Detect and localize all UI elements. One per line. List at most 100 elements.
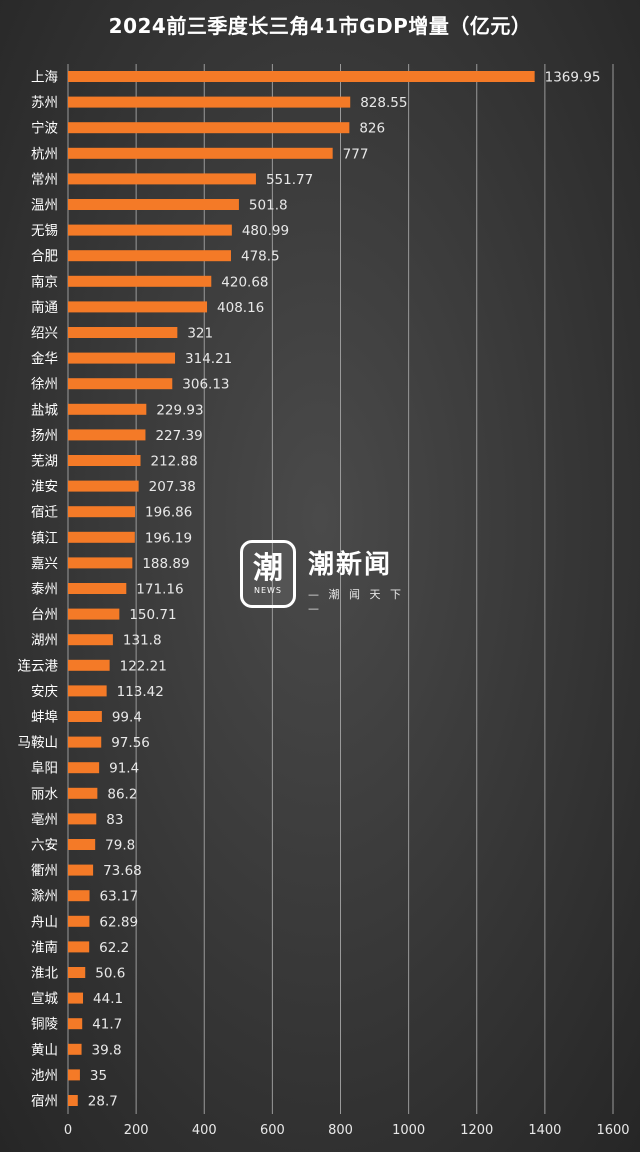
x-tick-label: 1000 <box>392 1123 425 1138</box>
bar <box>68 1095 78 1106</box>
value-label: 73.68 <box>103 863 142 879</box>
value-label: 196.19 <box>145 530 192 546</box>
bar <box>68 659 110 671</box>
bar <box>68 224 232 236</box>
category-label: 金华 <box>31 351 58 367</box>
value-label: 41.7 <box>92 1017 122 1033</box>
bar <box>68 839 96 850</box>
value-label: 99.4 <box>112 710 142 726</box>
brand-slogan: — 潮 闻 天 下 — <box>308 588 404 615</box>
value-label: 828.55 <box>360 95 407 111</box>
category-label: 淮南 <box>31 940 58 956</box>
value-label: 196.86 <box>145 505 192 521</box>
value-label: 321 <box>187 326 213 342</box>
bars <box>68 71 535 1106</box>
grid-lines <box>67 64 614 1114</box>
bar <box>68 967 86 978</box>
value-label: 86.2 <box>107 786 137 802</box>
category-label: 淮北 <box>31 966 58 982</box>
bar <box>68 403 147 415</box>
category-label: 淮安 <box>31 479 58 495</box>
value-label: 122.21 <box>120 658 167 674</box>
x-tick-label: 1600 <box>596 1123 629 1138</box>
value-label: 44.1 <box>93 991 123 1007</box>
bar <box>68 531 135 543</box>
bar <box>68 941 90 953</box>
x-tick-label: 800 <box>328 1123 353 1138</box>
value-label: 551.77 <box>266 172 313 188</box>
category-label: 扬州 <box>31 428 58 444</box>
logo-glyph: 潮 <box>253 551 283 586</box>
value-label: 131.8 <box>123 633 162 649</box>
bar <box>68 762 100 774</box>
bar <box>68 455 141 466</box>
category-label: 徐州 <box>31 377 58 393</box>
category-label: 池州 <box>31 1068 58 1084</box>
category-label: 台州 <box>31 607 58 623</box>
bar <box>68 1069 80 1081</box>
category-label: 合肥 <box>31 249 58 265</box>
category-label: 盐城 <box>31 402 58 418</box>
category-label: 舟山 <box>31 914 58 930</box>
category-label: 黄山 <box>31 1042 58 1058</box>
bar <box>68 173 256 185</box>
category-label: 无锡 <box>31 223 58 239</box>
chart-title: 2024前三季度长三角41市GDP增量（亿元） <box>108 14 532 38</box>
value-label: 227.39 <box>155 428 202 444</box>
value-label: 63.17 <box>100 889 139 905</box>
category-label: 上海 <box>31 70 58 86</box>
bar <box>68 1043 82 1055</box>
value-label: 188.89 <box>142 556 189 572</box>
chaoxinwen-logo-icon: 潮 NEWS <box>240 540 296 608</box>
value-label: 97.56 <box>111 735 150 751</box>
category-label: 蚌埠 <box>31 710 58 726</box>
category-label: 衢州 <box>31 862 58 879</box>
category-label: 阜阳 <box>31 760 58 777</box>
x-tick-label: 400 <box>192 1123 217 1138</box>
value-label: 79.8 <box>105 838 135 854</box>
bar <box>68 327 178 338</box>
category-label: 宿迁 <box>31 504 58 521</box>
value-label: 113.42 <box>117 684 164 700</box>
bar <box>68 864 94 876</box>
bar <box>68 992 84 1004</box>
category-label: 常州 <box>31 172 58 188</box>
bar <box>68 1018 83 1030</box>
category-label: 亳州 <box>31 811 58 828</box>
bar <box>68 429 146 441</box>
value-label: 62.89 <box>99 914 138 930</box>
category-label: 南京 <box>31 274 58 290</box>
category-labels: 上海苏州宁波杭州常州温州无锡合肥南京南通绍兴金华徐州盐城扬州芜湖淮安宿迁镇江嘉兴… <box>18 70 59 1110</box>
bar <box>68 583 127 594</box>
bar <box>68 634 113 646</box>
category-label: 宁波 <box>31 120 58 137</box>
value-label: 777 <box>343 146 369 162</box>
value-label: 150.71 <box>129 607 176 623</box>
category-label: 安庆 <box>31 684 58 700</box>
category-label: 镇江 <box>31 530 58 546</box>
category-label: 湖州 <box>31 633 58 649</box>
category-label: 温州 <box>31 198 58 214</box>
brand-name: 潮新闻 <box>308 550 393 580</box>
bar <box>68 608 120 620</box>
value-label: 229.93 <box>156 402 203 418</box>
category-label: 苏州 <box>31 95 58 111</box>
bar <box>68 685 107 697</box>
bar <box>68 275 212 287</box>
x-tick-label: 200 <box>124 1123 149 1138</box>
value-labels: 1369.95 828.55 826 777 551.77 501.8 480.99 478.… <box>88 70 601 1110</box>
value-label: 207.38 <box>149 479 196 495</box>
value-label: 306.13 <box>182 377 229 393</box>
x-tick-label: 1400 <box>528 1123 561 1138</box>
value-label: 83 <box>106 812 123 828</box>
bar <box>68 250 231 262</box>
category-label: 滁州 <box>31 889 58 905</box>
value-label: 408.16 <box>217 300 264 316</box>
bar <box>68 71 535 82</box>
bar <box>68 506 136 518</box>
category-label: 丽水 <box>31 786 58 802</box>
bar <box>68 96 351 108</box>
value-label: 171.16 <box>136 582 183 598</box>
x-tick-labels: 0 200 400 600 800 1000 1200 1400 1600 <box>64 1123 630 1138</box>
